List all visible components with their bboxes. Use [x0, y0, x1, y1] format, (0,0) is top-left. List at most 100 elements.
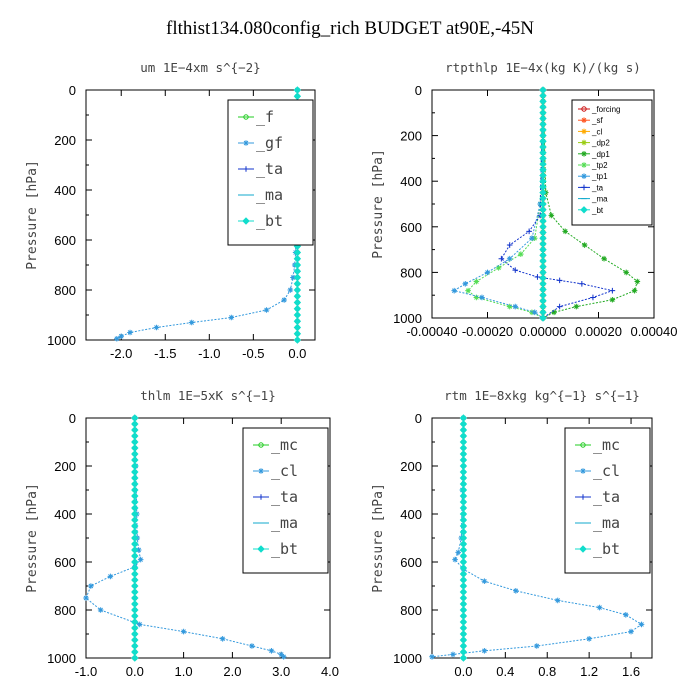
y-tick-label: 400: [54, 183, 76, 198]
y-tick-label: 400: [400, 174, 422, 189]
legend-item: _ta: [578, 183, 604, 192]
data-point: [586, 636, 592, 642]
data-point: [459, 612, 468, 620]
data-point: [506, 255, 513, 262]
legend-label: _bt: [271, 540, 298, 558]
chart-panel-1: um 1E−4xm s^{−2} Pressure [hPa] 0 200 400 600…: [25, 60, 316, 361]
data-point: [131, 540, 139, 548]
data-point: [459, 432, 468, 440]
legend-item: _tp2: [578, 161, 608, 170]
legend-label: _ma: [271, 514, 298, 532]
data-point: [609, 287, 616, 294]
data-point: [628, 628, 634, 635]
y-tick-label: 800: [400, 603, 422, 618]
legend-label: _sf: [591, 116, 603, 125]
chart-panel-3: thlm 1E−5xK s^{−1} Pressure [hPa] 0 200 400 6…: [25, 388, 339, 679]
data-point: [580, 206, 588, 214]
data-point: [581, 184, 587, 191]
y-tick-label: 800: [400, 265, 422, 280]
data-point: [131, 600, 139, 608]
legend-label: _tp1: [591, 172, 608, 181]
data-point: [459, 420, 468, 428]
data-point: [459, 462, 468, 470]
data-point: [596, 604, 603, 611]
y-tick-label: 1000: [393, 651, 422, 666]
data-point: [131, 474, 139, 482]
data-point: [459, 426, 468, 434]
legend-item: _ta: [575, 488, 620, 506]
data-point: [131, 480, 139, 488]
legend-item: _ma: [253, 514, 298, 532]
legend-label: _ta: [591, 183, 604, 192]
data-point: [512, 267, 519, 273]
data-point: [293, 305, 302, 313]
legend-label: _ma: [256, 186, 283, 204]
data-point: [278, 651, 284, 658]
data-point: [131, 576, 139, 584]
series-bt: [131, 414, 139, 662]
data-point: [506, 303, 513, 310]
legend-label: _ta: [271, 488, 298, 506]
data-point: [459, 570, 468, 578]
data-point: [459, 648, 468, 656]
data-point: [459, 540, 468, 548]
legend-label: _ta: [256, 160, 283, 178]
data-point: [581, 106, 587, 112]
data-point: [131, 588, 139, 596]
data-point: [429, 654, 435, 660]
x-tick-label: -0.00040: [406, 324, 457, 339]
data-point: [465, 287, 471, 294]
y-tick-label: 0: [69, 411, 76, 426]
data-point: [243, 114, 249, 120]
data-point: [459, 654, 468, 662]
data-point: [581, 242, 588, 248]
data-point: [135, 547, 142, 553]
data-point: [188, 319, 195, 326]
data-point: [459, 444, 468, 452]
legend-label: _gf: [256, 134, 283, 152]
legend-item: _f: [238, 108, 274, 126]
data-point: [623, 612, 629, 618]
data-point: [219, 636, 226, 642]
legend-item: _tp1: [578, 172, 608, 181]
data-point: [459, 582, 468, 590]
legend-label: _ma: [591, 195, 608, 204]
data-point: [293, 286, 302, 294]
data-point: [287, 287, 294, 293]
data-point: [580, 442, 586, 448]
legend-item: _cl: [578, 127, 602, 136]
data-point: [513, 588, 519, 594]
data-point: [581, 162, 587, 168]
y-tick-label: 200: [400, 459, 422, 474]
data-point: [556, 303, 563, 310]
legend-item: _bt: [575, 540, 620, 558]
data-point: [131, 552, 139, 560]
figure-title: flthist134.080config_rich BUDGET at90E,-…: [166, 18, 534, 39]
data-point: [293, 336, 302, 344]
data-point: [127, 329, 133, 336]
data-point: [609, 296, 616, 303]
x-tick-label: 0.00000: [520, 324, 567, 339]
data-point: [249, 643, 255, 649]
data-point: [580, 468, 586, 474]
legend-item: _cl: [253, 462, 298, 480]
data-point: [573, 303, 580, 310]
legend-label: _cl: [591, 127, 602, 136]
y-axis-label: Pressure [hPa]: [371, 149, 386, 259]
data-point: [83, 595, 89, 601]
legend-label: _cl: [271, 462, 298, 480]
y-tick-label: 600: [54, 555, 76, 570]
legend-item: _dp2: [578, 139, 610, 148]
series-line: [452, 89, 544, 319]
data-point: [114, 335, 120, 342]
legend: _mc _cl _ta _ma _bt: [242, 427, 329, 574]
legend: _f _gf _ta _ma _bt: [227, 99, 314, 246]
legend-label: _cl: [593, 462, 620, 480]
data-point: [293, 292, 302, 300]
legend-label: _ta: [593, 488, 620, 506]
legend-item: _mc: [575, 436, 620, 454]
y-tick-label: 0: [415, 411, 422, 426]
data-point: [293, 255, 302, 263]
panel-title: rtpthlp 1E−4x(kg K)/(kg s): [445, 60, 641, 75]
